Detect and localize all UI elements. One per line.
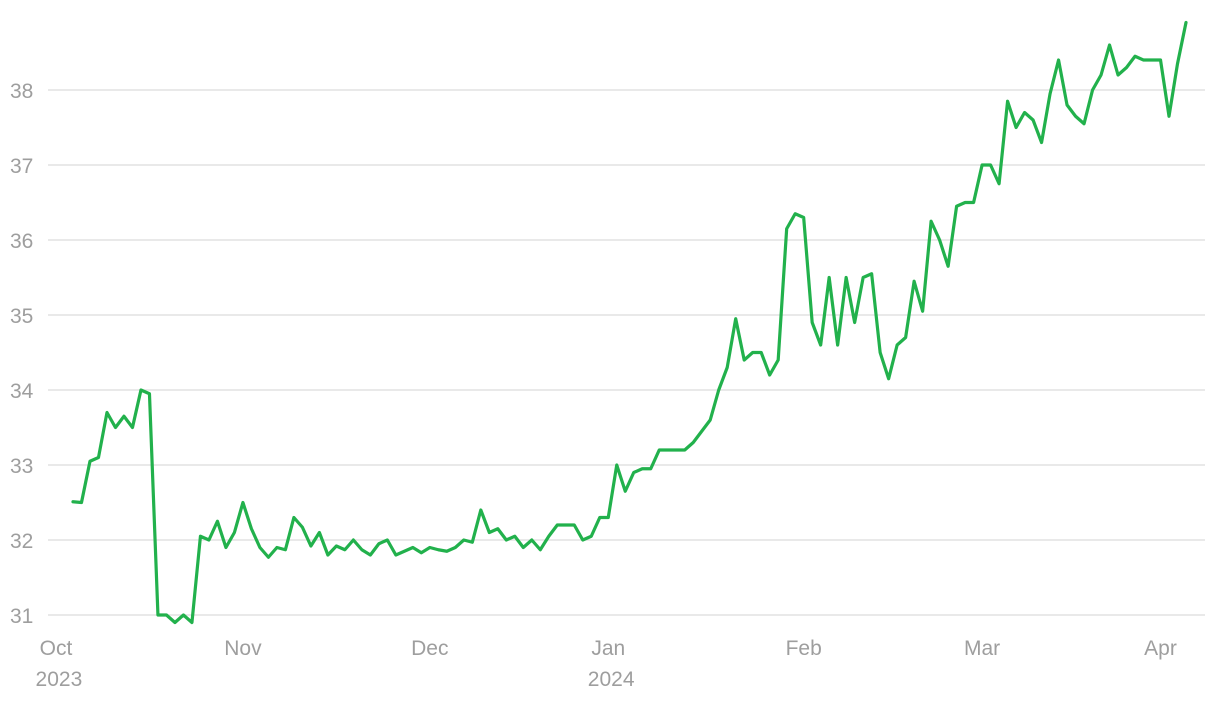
y-tick-label: 35 [10, 305, 33, 328]
price-line [71, 20, 1188, 625]
y-tick-label: 37 [10, 155, 33, 178]
x-tick-label: Oct 2023 [30, 637, 83, 691]
y-tick-label: 31 [10, 605, 33, 628]
y-tick-label: 38 [10, 80, 33, 103]
x-tick-label: Mar [964, 637, 1000, 660]
y-tick-label: 33 [10, 455, 33, 478]
x-tick-label: Nov [224, 637, 262, 660]
x-tick-label: Jan 2024 [582, 637, 635, 691]
x-tick-label: Dec [411, 637, 448, 660]
y-tick-label: 36 [10, 230, 33, 253]
y-tick-label: 34 [10, 380, 34, 403]
x-tick-label: Apr [1144, 637, 1177, 660]
x-tick-label: Feb [786, 637, 822, 660]
y-tick-label: 32 [10, 530, 33, 553]
